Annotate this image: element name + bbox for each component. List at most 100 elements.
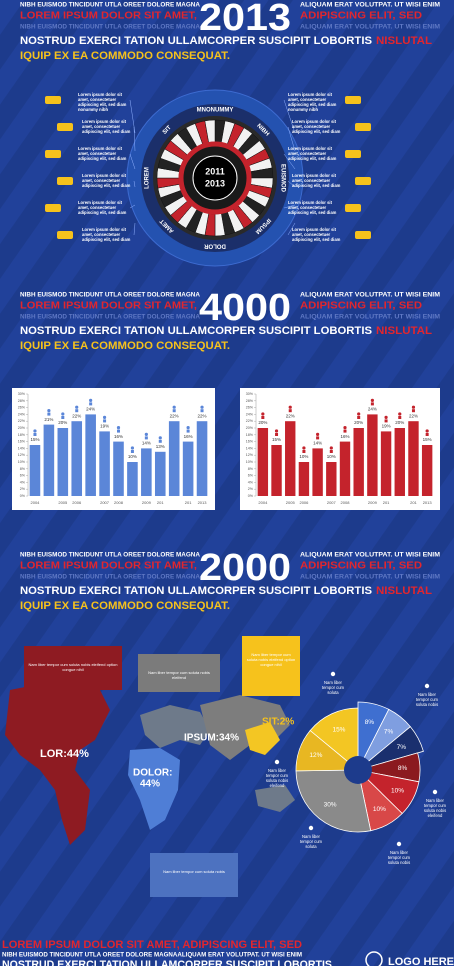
person-icon [130,450,134,453]
person-icon [102,415,107,419]
person-icon [158,439,162,443]
value-label: 10% [327,454,336,459]
header-small: NIBH EUISMOD TINCIDUNT UTLA OREET DOLORE… [20,552,200,559]
value-label: 10% [299,454,308,459]
bar [99,431,110,496]
center-year: 2011 [205,166,225,176]
person-icon [89,402,93,406]
bar [367,414,378,496]
callout: Lorem ipsum dolor sit amet, consectetuer… [292,119,341,134]
value-label: 22% [170,413,179,418]
vehicle-icon [57,231,73,239]
pie-label: 12% [309,752,322,759]
callout: Lorem ipsum dolor sit amet, consectetuer… [288,92,337,112]
leader-line [133,126,136,152]
x-tick-label: 201 [410,500,417,505]
person-icon [329,446,333,450]
value-label: 14% [142,441,151,446]
bar [141,448,152,496]
bar [85,414,96,496]
person-icon [384,419,388,423]
header-faint: ALIQUAM ERAT VOLUTPAT. UT WISI ENIM [300,24,440,31]
header-faint: NIBH EUISMOD TINCIDUNT UTLA OREET DOLORE… [20,314,200,321]
value-label: 16% [340,434,349,439]
leader-line [283,99,296,134]
callout: Lorem ipsum dolor sit amet, consectetuer… [82,173,131,188]
person-icon [384,415,388,419]
world-map [5,680,295,845]
y-tick-label: 14% [246,446,254,450]
person-icon [274,429,279,433]
y-tick-label: 24% [246,412,254,416]
leader-line [133,222,136,236]
bar [182,441,194,496]
y-tick-label: 4% [248,480,254,484]
person-icon [261,416,265,419]
x-tick-label: 2013 [423,500,433,505]
person-icon [302,446,306,450]
vehicle-icon [57,177,73,185]
bar [408,421,419,496]
value-label: 24% [368,407,377,412]
footer-white: NOSTRUD EXERCI TATION ULLAMCORPER SUSCIP… [2,959,332,966]
y-tick-label: 10% [246,460,254,464]
leader-line [129,204,136,209]
callout: Lorem ipsum dolor sit amet, consectetuer… [288,146,337,161]
person-icon [343,426,347,430]
pie-note: Nam liber tempor cum soluta nobis eleife… [423,798,447,818]
y-tick-label: 26% [18,406,26,410]
ring-label: MNONUMMY [197,108,234,114]
map-label: DOLOR: [133,768,172,779]
bar [380,431,392,496]
x-tick-label: 2008 [114,500,124,505]
person-icon [425,429,429,433]
info-box: Nam liber tempor cum soluta nobis eleife… [24,646,122,690]
header-faint: NIBH EUISMOD TINCIDUNT UTLA OREET DOLORE… [20,574,200,581]
person-icon [172,405,176,409]
person-icon [144,436,148,440]
person-icon [103,419,107,423]
header-red-word: NISLUTAL [376,35,432,47]
person-icon [316,432,320,436]
y-tick-label: 2% [20,487,26,491]
bar [394,428,405,496]
y-tick-label: 6% [20,474,26,478]
map-label: SIT:2% [262,717,294,728]
bar [312,448,323,496]
y-tick-label: 18% [18,433,26,437]
callout: Lorem ipsum dolor sit amet, consectetuer… [82,119,131,134]
pie-label: 10% [373,806,386,813]
person-icon [432,789,438,795]
header-red-word: NISLUTAL [376,585,432,597]
bar [168,421,180,496]
y-tick-label: 8% [20,467,26,471]
x-tick-label: 201 [157,500,164,505]
person-icon [261,412,265,416]
y-tick-label: 14% [18,446,26,450]
person-icon [370,398,374,402]
vehicle-icon [345,150,361,158]
header-red: ADIPISCING ELIT, SED [300,11,422,22]
pie-slice [295,769,372,833]
person-icon [89,398,93,402]
header-red: LOREM IPSUM DOLOR SIT AMET, [20,11,197,22]
pie-note: Nam liber tempor cum soluta [299,834,323,849]
bar [339,441,351,496]
person-icon [302,450,306,453]
value-label: 24% [86,407,95,412]
x-tick-label: 2006 [299,500,309,505]
y-tick-label: 22% [18,419,26,423]
value-label: 19% [100,424,109,429]
leader-line [283,153,296,170]
ring-label: SIT [162,125,173,136]
pie-note: Nam liber tempor cum soluta nobis [415,692,439,707]
value-label: 19% [382,424,391,429]
y-tick-label: 20% [18,426,26,430]
vehicle-icon [355,231,371,239]
vehicle-icon [345,96,361,104]
y-tick-label: 4% [20,480,26,484]
header-number: 2000 [199,547,291,589]
header-white: NOSTRUD EXERCI TATION ULLAMCORPER SUSCIP… [20,585,372,597]
vehicle-icon [57,123,73,131]
leader-line [283,204,296,209]
